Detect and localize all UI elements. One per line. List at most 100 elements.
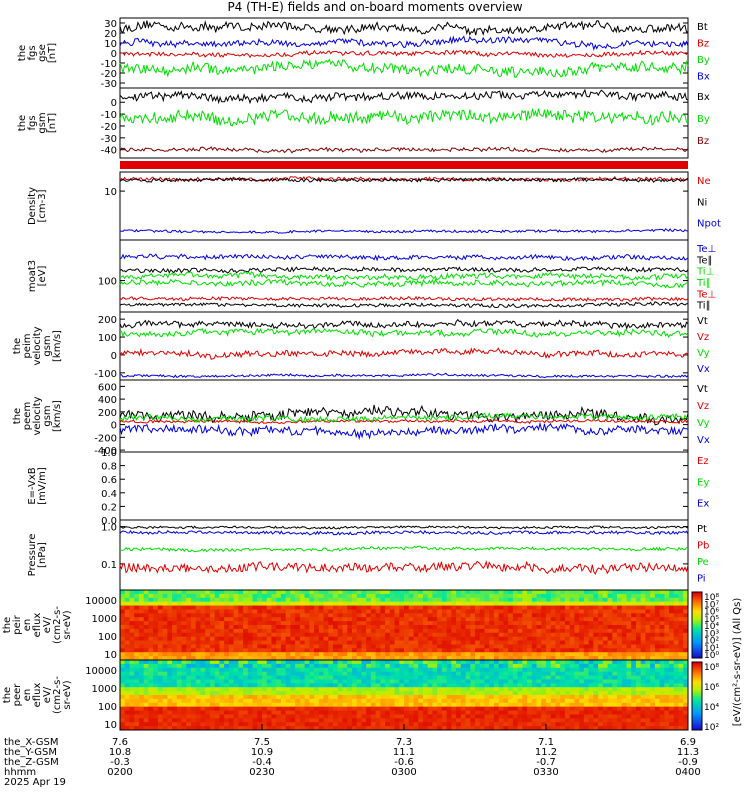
spectrogram-cell [224,609,230,614]
spectrogram-cell [640,675,646,680]
spectrogram-cell [493,726,500,731]
spectrogram-cell [465,613,471,618]
spectrogram-cell [479,613,485,618]
spectrogram-cell [214,644,220,649]
spectrogram-cell [299,590,306,595]
spectrogram-cell [422,628,429,634]
spectrogram-cell [536,687,542,692]
spectrogram-cell [295,675,301,680]
spectrogram-cell [176,718,183,723]
colorbar-cell [692,613,702,616]
spectrogram-cell [574,625,580,630]
spectrogram-cell [546,714,552,719]
spectrogram-cell [564,660,571,665]
spectrogram-cell [465,698,471,704]
spectrogram-cell [560,663,566,669]
spectrogram-cell [654,625,661,630]
spectrogram-cell [465,597,471,603]
spectrogram-cell [460,667,467,673]
spectrogram-cell [550,605,556,610]
spectrogram-cell [243,640,249,645]
spectrogram-cell [290,652,296,657]
legend-Vz: Vz [697,332,709,343]
spectrogram-cell [351,648,358,653]
spectrogram-cell [195,660,201,665]
spectrogram-cell [678,613,684,618]
spectrogram-cell [404,679,410,684]
spectrogram-cell [673,683,680,688]
spectrogram-cell [574,679,580,684]
spectrogram-cell [579,593,585,599]
spectrogram-cell [607,609,613,614]
spectrogram-cell [531,617,538,622]
spectrogram-cell [351,590,358,595]
spectrogram-cell [683,617,689,622]
spectrogram-cell [134,667,140,673]
spectrogram-cell [432,663,438,669]
spectrogram-cell [252,687,258,692]
spectrogram-cell [176,663,183,669]
spectrogram-cell [413,640,419,645]
spectrogram-cell [527,617,533,622]
spectrogram-cell [342,702,348,708]
spectrogram-cell [214,636,220,642]
spectrogram-cell [626,621,632,626]
spectrogram-cell [583,613,590,618]
spectrogram-cell [394,691,400,696]
spectrogram-cell [266,609,272,614]
spectrogram-cell [413,726,419,731]
spectrogram-cell [465,640,471,645]
spectrogram-cell [650,710,656,715]
spectrogram-cell [219,679,225,684]
spectrogram-cell [621,597,627,603]
spectrogram-cell [508,710,514,715]
spectrogram-cell [664,644,670,649]
spectrogram-cell [470,605,476,610]
spectrogram-cell [162,691,168,696]
spectrogram-cell [228,640,235,645]
spectrogram-cell [366,722,372,727]
spectrogram-cell [607,706,613,712]
spectrogram-cell [541,640,547,645]
colorbar-cell [692,701,702,704]
spectrogram-cell [186,718,192,723]
spectrogram-cell [598,593,604,599]
spectrogram-cell [441,601,448,607]
spectrogram-cell [517,640,523,645]
spectrogram-cell [626,644,632,649]
spectrogram-cell [654,605,661,610]
spectrogram-cell [285,621,291,626]
spectrogram-cell [626,695,632,700]
spectrogram-cell [560,590,566,595]
spectrogram-cell [437,706,443,712]
spectrogram-cell [233,695,239,700]
legend-Ez: Ez [697,456,709,467]
spectrogram-cell [181,698,187,704]
spectrogram-cell [489,628,495,634]
spectrogram-cell [508,722,514,727]
spectrogram-cell [512,671,519,677]
spectrogram-cell [323,609,329,614]
spectrogram-cell [650,718,656,723]
spectrogram-cell [172,718,178,723]
spectrogram-cell [517,722,523,727]
spectrogram-cell [143,593,149,599]
spectrogram-cell [536,722,542,727]
spectrogram-cell [489,593,495,599]
spectrogram-cell [408,691,414,696]
spectrogram-cell [399,628,405,634]
spectrogram-cell [588,714,594,719]
spectrogram-cell [389,590,396,595]
spectrogram-cell [664,683,670,688]
spectrogram-cell [645,726,651,731]
spectrogram-cell [200,617,206,622]
spectrogram-cell [143,609,149,614]
spectrogram-cell [309,636,315,642]
spectrogram-cell [176,706,183,712]
spectrogram-cell [380,663,386,669]
spectrogram-cell [394,636,400,642]
spectrogram-cell [214,648,220,653]
spectrogram-cell [299,679,306,684]
spectrogram-cell [498,601,504,607]
spectrogram-cell [366,691,372,696]
